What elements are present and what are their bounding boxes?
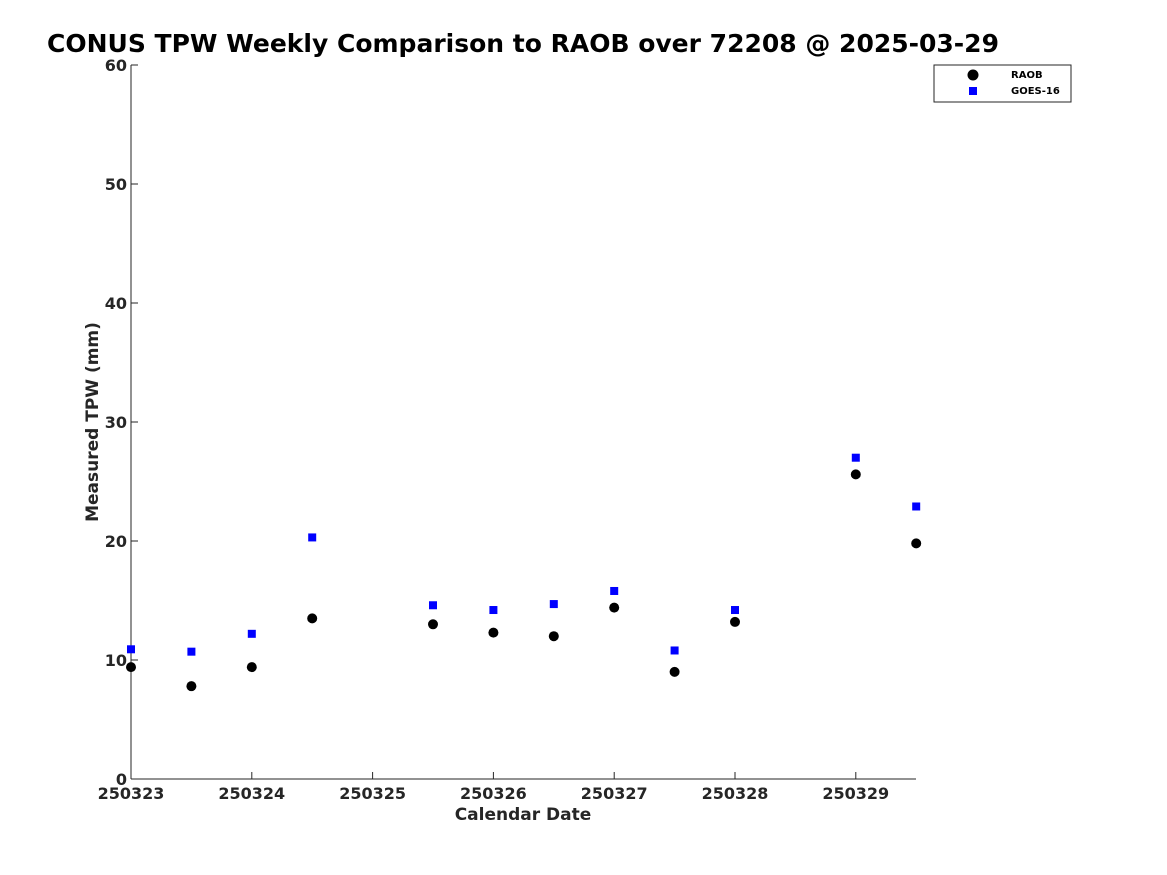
goes-16-point xyxy=(187,647,196,656)
y-tick-label: 0 xyxy=(116,770,127,789)
y-tick-label: 20 xyxy=(105,532,127,551)
y-ticks: 0 10 20 30 40 50 60 xyxy=(105,56,138,789)
legend: RAOB GOES-16 xyxy=(933,64,1072,103)
series-raob xyxy=(126,469,922,692)
goes-16-point xyxy=(731,606,739,615)
raob-point xyxy=(730,616,740,627)
raob-point xyxy=(246,662,257,673)
x-ticks: 250323 250324 250325 250326 250327 250328 2503… xyxy=(98,772,889,803)
series-goes-16 xyxy=(127,453,921,656)
raob-point xyxy=(911,538,922,549)
goes-16-point xyxy=(610,586,619,595)
y-tick-label: 40 xyxy=(105,294,127,313)
x-tick-label: 250324 xyxy=(218,784,285,803)
y-tick-label: 30 xyxy=(105,413,127,432)
goes-16-point xyxy=(851,453,860,462)
raob-point xyxy=(307,613,318,624)
legend-raob-marker xyxy=(967,69,979,81)
y-tick-label: 50 xyxy=(105,175,127,194)
x-tick-label: 250328 xyxy=(702,784,769,803)
legend-raob-label: RAOB xyxy=(1011,70,1043,81)
goes-16-point xyxy=(127,645,135,654)
y-tick-label: 60 xyxy=(105,56,127,75)
raob-point xyxy=(609,602,620,613)
legend-goes-label: GOES-16 xyxy=(1011,86,1060,97)
raob-point xyxy=(488,627,499,638)
chart-title: CONUS TPW Weekly Comparison to RAOB over… xyxy=(47,29,999,58)
goes-16-point xyxy=(489,606,498,615)
goes-16-point xyxy=(429,601,437,610)
x-tick-label: 250325 xyxy=(339,784,406,803)
raob-point xyxy=(850,469,861,480)
goes-16-point xyxy=(670,646,679,655)
y-tick-label: 10 xyxy=(105,651,127,670)
x-tick-label: 250329 xyxy=(822,784,889,803)
legend-box xyxy=(933,64,1072,103)
raob-point xyxy=(428,619,438,630)
goes-16-point xyxy=(247,629,256,638)
legend-goes-marker xyxy=(969,87,977,95)
x-tick-label: 250327 xyxy=(581,784,648,803)
x-tick-label: 250323 xyxy=(98,784,165,803)
raob-point xyxy=(548,631,559,642)
goes-16-point xyxy=(308,533,317,542)
raob-point xyxy=(126,662,136,673)
goes-16-point xyxy=(549,600,558,609)
raob-point xyxy=(669,666,680,677)
y-axis-label: Measured TPW (mm) xyxy=(83,322,103,522)
axes xyxy=(130,65,916,780)
series-layer xyxy=(126,453,922,692)
x-tick-label: 250326 xyxy=(460,784,527,803)
goes-16-point xyxy=(912,502,921,511)
raob-point xyxy=(186,681,197,692)
x-axis-label: Calendar Date xyxy=(455,805,592,825)
